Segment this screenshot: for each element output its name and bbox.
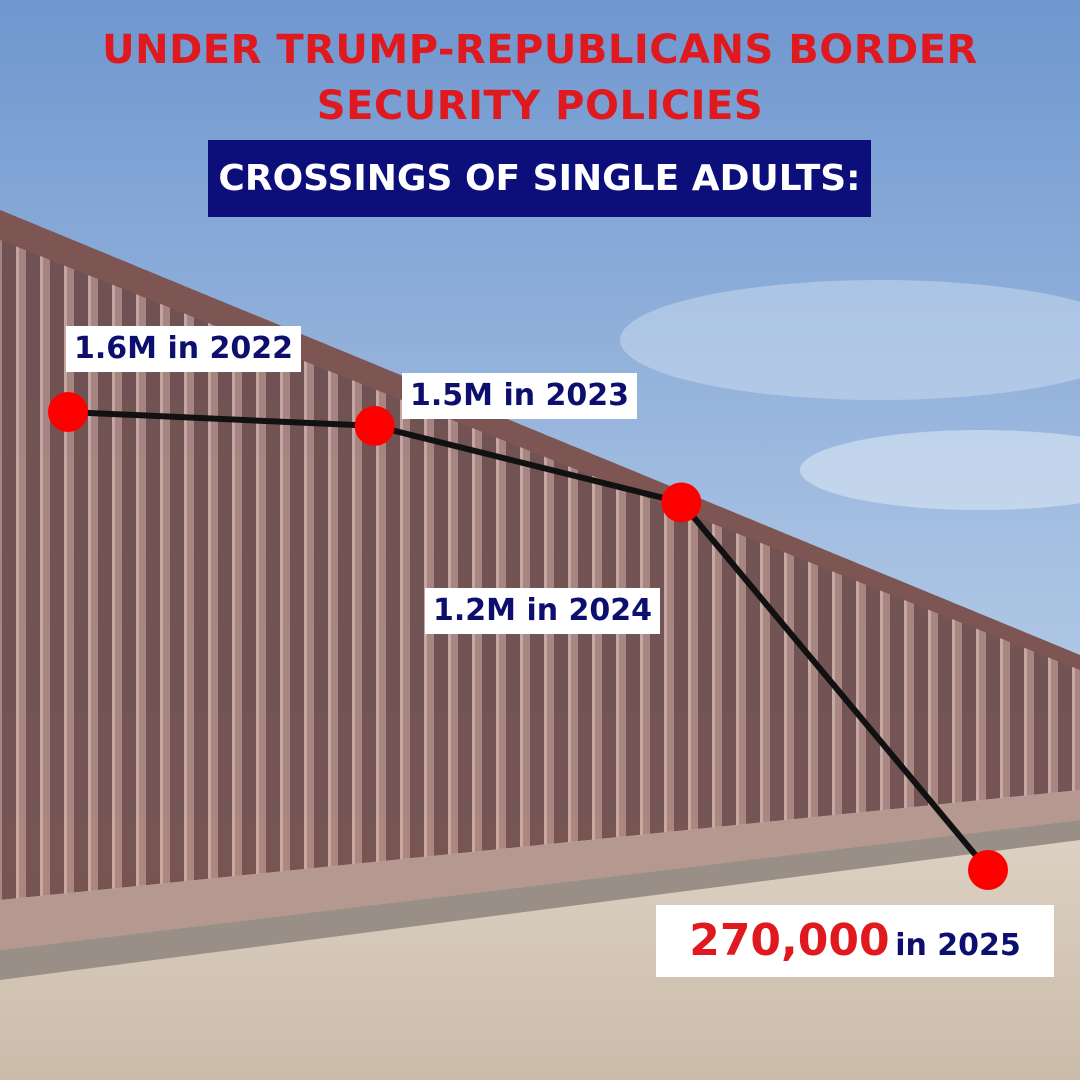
data-label-2025-year: in 2025 — [895, 928, 1021, 963]
data-label-2025-value: 270,000 — [689, 915, 890, 966]
data-label-2022: 1.6M in 2022 — [66, 326, 302, 372]
data-point-2025 — [968, 850, 1008, 890]
subtitle-banner: CROSSINGS OF SINGLE ADULTS: — [208, 140, 871, 217]
data-point-2024 — [661, 482, 702, 523]
data-label-2023: 1.5M in 2023 — [402, 373, 638, 419]
series-line — [67, 409, 991, 872]
data-label-2025: 270,000 in 2025 — [656, 905, 1054, 977]
data-label-2024: 1.2M in 2024 — [425, 588, 661, 634]
page-title: UNDER TRUMP-REPUBLICANS BORDER SECURITY … — [102, 27, 978, 129]
data-point-2022 — [48, 392, 88, 432]
data-point-2023 — [354, 405, 395, 446]
